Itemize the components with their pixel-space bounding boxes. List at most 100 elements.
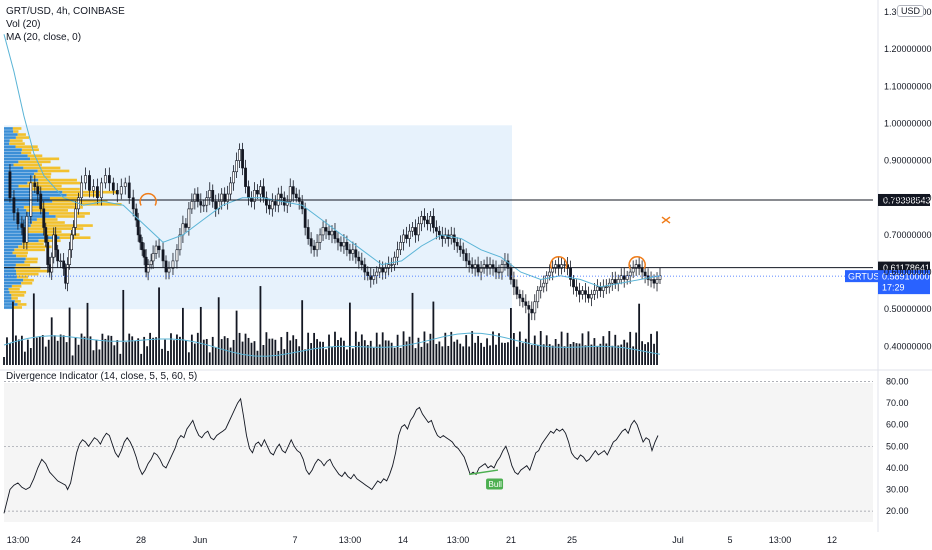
volume-bar bbox=[593, 338, 596, 365]
oscillator-pane[interactable]: Bull bbox=[3, 381, 873, 523]
volume-bar bbox=[360, 334, 363, 365]
volume-profile-row-yellow bbox=[21, 151, 32, 155]
volume-series bbox=[3, 286, 661, 365]
volume-bar bbox=[653, 343, 655, 365]
candle-down bbox=[336, 238, 340, 243]
volume-bar bbox=[98, 349, 101, 365]
volume-profile-row-yellow bbox=[17, 133, 26, 136]
candle-up bbox=[171, 260, 175, 269]
candle-down bbox=[16, 212, 20, 225]
volume-profile-row-blue bbox=[4, 136, 16, 139]
candle-down bbox=[587, 294, 590, 299]
time-tick-label: Jun bbox=[193, 535, 208, 545]
volume-bar bbox=[235, 310, 238, 365]
volume-profile-row-yellow bbox=[43, 233, 80, 236]
volume-profile-row-yellow bbox=[38, 178, 77, 182]
volume-bar bbox=[468, 346, 471, 365]
candle-down bbox=[652, 279, 656, 284]
symbol-title[interactable]: GRT/USD, 4h, COINBASE bbox=[6, 6, 125, 17]
candle-up bbox=[488, 264, 492, 269]
candle-up bbox=[563, 264, 566, 266]
volume-bar bbox=[554, 339, 557, 365]
volume-bar bbox=[179, 336, 181, 365]
candle-up bbox=[479, 268, 483, 273]
candle-up bbox=[285, 201, 289, 206]
candle-down bbox=[131, 197, 135, 210]
candle-down bbox=[62, 260, 66, 269]
volume-profile-row-yellow bbox=[23, 206, 83, 209]
volume-bar bbox=[340, 337, 342, 365]
candle-up bbox=[417, 223, 420, 236]
candle-up bbox=[443, 234, 447, 239]
volume-bar bbox=[95, 339, 98, 365]
volume-bar bbox=[119, 353, 122, 365]
candle-up bbox=[390, 264, 394, 266]
volume-bar bbox=[137, 338, 140, 365]
volume-bar bbox=[474, 342, 477, 365]
price-tick-label: 0.60000000 bbox=[884, 267, 932, 277]
candle-up bbox=[84, 175, 87, 184]
volume-profile-row-blue bbox=[4, 157, 31, 161]
candle-up bbox=[181, 223, 185, 236]
candle-up bbox=[649, 279, 653, 281]
candle-down bbox=[333, 230, 337, 239]
candle-down bbox=[294, 193, 298, 199]
candle-down bbox=[56, 249, 60, 262]
candle-down bbox=[42, 208, 46, 228]
candle-up bbox=[428, 216, 432, 225]
volume-bar bbox=[348, 302, 351, 365]
candle-up bbox=[208, 190, 212, 199]
candle-up bbox=[70, 234, 73, 251]
price-axis[interactable]: 0.793985430.611786410.5891000017:291.300… bbox=[878, 7, 932, 351]
candle-down bbox=[637, 264, 641, 269]
candle-down bbox=[36, 186, 40, 195]
volume-bar bbox=[298, 346, 301, 365]
volume-profile-row-yellow bbox=[48, 212, 90, 215]
price-tick-label: 1.20000000 bbox=[884, 44, 932, 54]
oscillator-title[interactable]: Divergence Indicator (14, close, 5, 5, 6… bbox=[6, 371, 198, 382]
volume-bar bbox=[337, 340, 339, 365]
volume-profile-row-blue bbox=[4, 127, 13, 130]
currency-badge[interactable]: USD bbox=[897, 5, 925, 17]
volume-bar bbox=[498, 333, 500, 365]
volume-bar bbox=[3, 357, 5, 365]
candle-up bbox=[25, 216, 29, 243]
volume-bar bbox=[396, 334, 399, 365]
volume-profile-row-blue bbox=[4, 287, 9, 291]
candle-up bbox=[616, 279, 620, 284]
volume-profile-row-blue bbox=[4, 160, 19, 164]
volume-profile-row-yellow bbox=[59, 236, 91, 240]
volume-bar bbox=[208, 352, 211, 365]
volume-profile-row-yellow bbox=[38, 239, 61, 243]
bull-divergence-line bbox=[469, 469, 499, 476]
volume-bar bbox=[334, 331, 336, 365]
volume-bar bbox=[450, 331, 453, 365]
volume-profile-row-blue bbox=[4, 248, 15, 252]
volume-bar bbox=[641, 341, 644, 365]
time-axis[interactable]: 13:00 24 28 Jun 7 13:00 14 13:00 21 25 Jul 5 13:00 12 bbox=[7, 535, 837, 545]
time-tick-label: 12 bbox=[827, 535, 837, 545]
candle-down bbox=[264, 197, 268, 206]
volume-bar bbox=[152, 337, 154, 365]
candle-down bbox=[598, 286, 602, 291]
candle-down bbox=[88, 175, 91, 191]
price-pane[interactable]: GRTUSD bbox=[0, 0, 932, 532]
volume-profile-row-yellow bbox=[24, 230, 62, 233]
oscillator-axis[interactable]: 80.00 70.00 60.00 50.00 40.00 30.00 20.00 bbox=[886, 377, 909, 517]
candle-up bbox=[539, 286, 543, 291]
candle-down bbox=[157, 245, 161, 251]
volume-legend[interactable]: Vol (20) bbox=[6, 19, 41, 30]
volume-bar bbox=[548, 344, 551, 365]
ma-legend[interactable]: MA (20, close, 0) bbox=[6, 32, 82, 43]
candle-up bbox=[238, 149, 241, 161]
time-tick-label: 13:00 bbox=[339, 535, 362, 545]
price-tick-label: 0.40000000 bbox=[884, 341, 932, 351]
candle-up bbox=[190, 201, 194, 210]
volume-bar bbox=[462, 346, 465, 365]
volume-bar bbox=[59, 334, 62, 365]
candle-up bbox=[592, 290, 596, 295]
candle-up bbox=[619, 275, 623, 280]
candle-down bbox=[622, 275, 626, 280]
candle-down bbox=[223, 193, 227, 202]
